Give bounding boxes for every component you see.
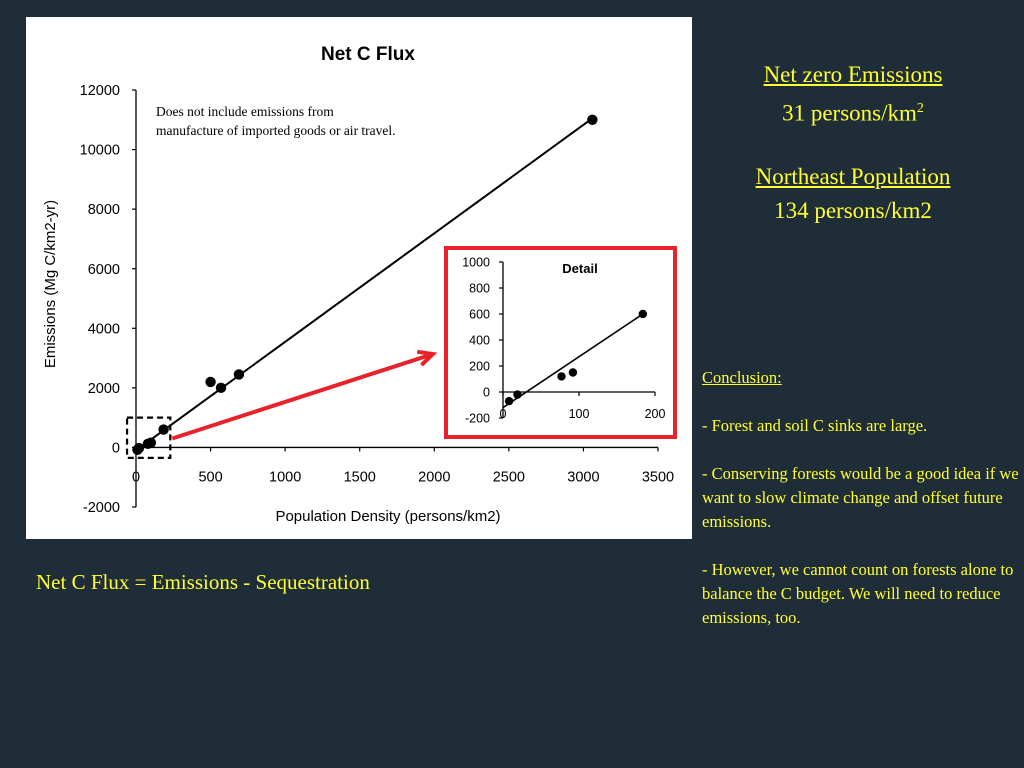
detail-x-tick-label: 200 [645, 407, 666, 421]
detail-inset-frame [444, 246, 677, 439]
formula-text: Net C Flux = Emissions - Sequestration [36, 570, 370, 594]
zoom-arrow-head [416, 349, 438, 367]
x-tick-label: 1000 [269, 469, 301, 485]
detail-y-tick-label: 800 [469, 281, 490, 295]
detail-y-tick-label: 1000 [462, 255, 490, 269]
x-tick-label: 1500 [344, 469, 376, 485]
y-tick-label: 10000 [80, 143, 120, 159]
trend-line [135, 117, 593, 452]
detail-y-tick-label: -200 [465, 411, 490, 425]
y-tick-label: 0 [112, 441, 120, 457]
data-point [215, 382, 227, 394]
conclusion-block: Conclusion: - Forest and soil C sinks ar… [702, 366, 1020, 630]
detail-data-point [557, 372, 566, 381]
conclusion-point-2: - Conserving forests would be a good ide… [702, 464, 1019, 531]
detail-x-tick-label: 0 [500, 407, 507, 421]
chart-panel: -2000 0 2000 4000 6000 8000 10000 12000 0 500 1000… [26, 17, 692, 539]
detail-y-tick-label: 600 [469, 307, 490, 321]
detail-data-point [638, 309, 648, 319]
detail-data-point [568, 368, 578, 377]
net-zero-value-text: 31 persons/km [782, 100, 917, 126]
net-zero-exponent: 2 [916, 101, 924, 116]
data-point [158, 424, 169, 435]
zoom-arrow [171, 352, 434, 441]
data-point [133, 442, 145, 454]
chart-title: Net C Flux [321, 44, 415, 65]
y-axis-title: Emissions (Mg C/km2-yr) [42, 200, 59, 368]
chart-annotation-line1: Does not include emissions from [156, 104, 334, 119]
data-point [205, 376, 216, 388]
detail-data-point [504, 396, 514, 406]
y-tick-label: 4000 [88, 321, 120, 337]
data-point [587, 114, 598, 125]
detail-trend-line [502, 313, 644, 409]
x-axis-title: Population Density (persons/km2) [275, 508, 500, 525]
x-tick-label: 2000 [418, 469, 450, 485]
x-tick-label: 500 [198, 469, 222, 485]
net-zero-block: Net zero Emissions 31 persons/km2 [700, 58, 1006, 131]
detail-y-tick-label: 200 [469, 359, 490, 373]
y-tick-label: -2000 [83, 500, 120, 516]
net-zero-value: 31 persons/km2 [700, 92, 1006, 131]
detail-x-tick-label: 100 [569, 407, 590, 421]
conclusion-heading: Conclusion: [702, 368, 782, 387]
northeast-title: Northeast Population [755, 164, 951, 189]
data-point [233, 369, 245, 380]
x-tick-label: 3500 [642, 469, 674, 485]
y-tick-label: 8000 [88, 202, 120, 218]
detail-y-tick-label: 400 [469, 333, 490, 347]
conclusion-point-1: - Forest and soil C sinks are large. [702, 416, 928, 435]
conclusion-point-3: - However, we cannot count on forests al… [702, 560, 1014, 627]
y-tick-label: 2000 [88, 381, 120, 397]
net-zero-title: Net zero Emissions [763, 62, 943, 87]
zoom-region-box [125, 416, 172, 459]
northeast-block: Northeast Population 134 persons/km2 [700, 160, 1006, 228]
x-tick-label: 3000 [567, 469, 599, 485]
y-tick-label: 6000 [88, 262, 120, 278]
northeast-value: 134 persons/km2 [774, 198, 932, 223]
y-tick-label: 12000 [80, 83, 120, 99]
detail-chart-title: Detail [562, 261, 597, 276]
x-tick-label: 0 [132, 469, 140, 485]
detail-data-point [513, 390, 522, 399]
data-point [145, 437, 157, 448]
detail-y-tick-label: 0 [483, 385, 490, 399]
x-tick-label: 2500 [493, 469, 525, 485]
chart-annotation-line2: manufacture of imported goods or air tra… [156, 123, 396, 138]
